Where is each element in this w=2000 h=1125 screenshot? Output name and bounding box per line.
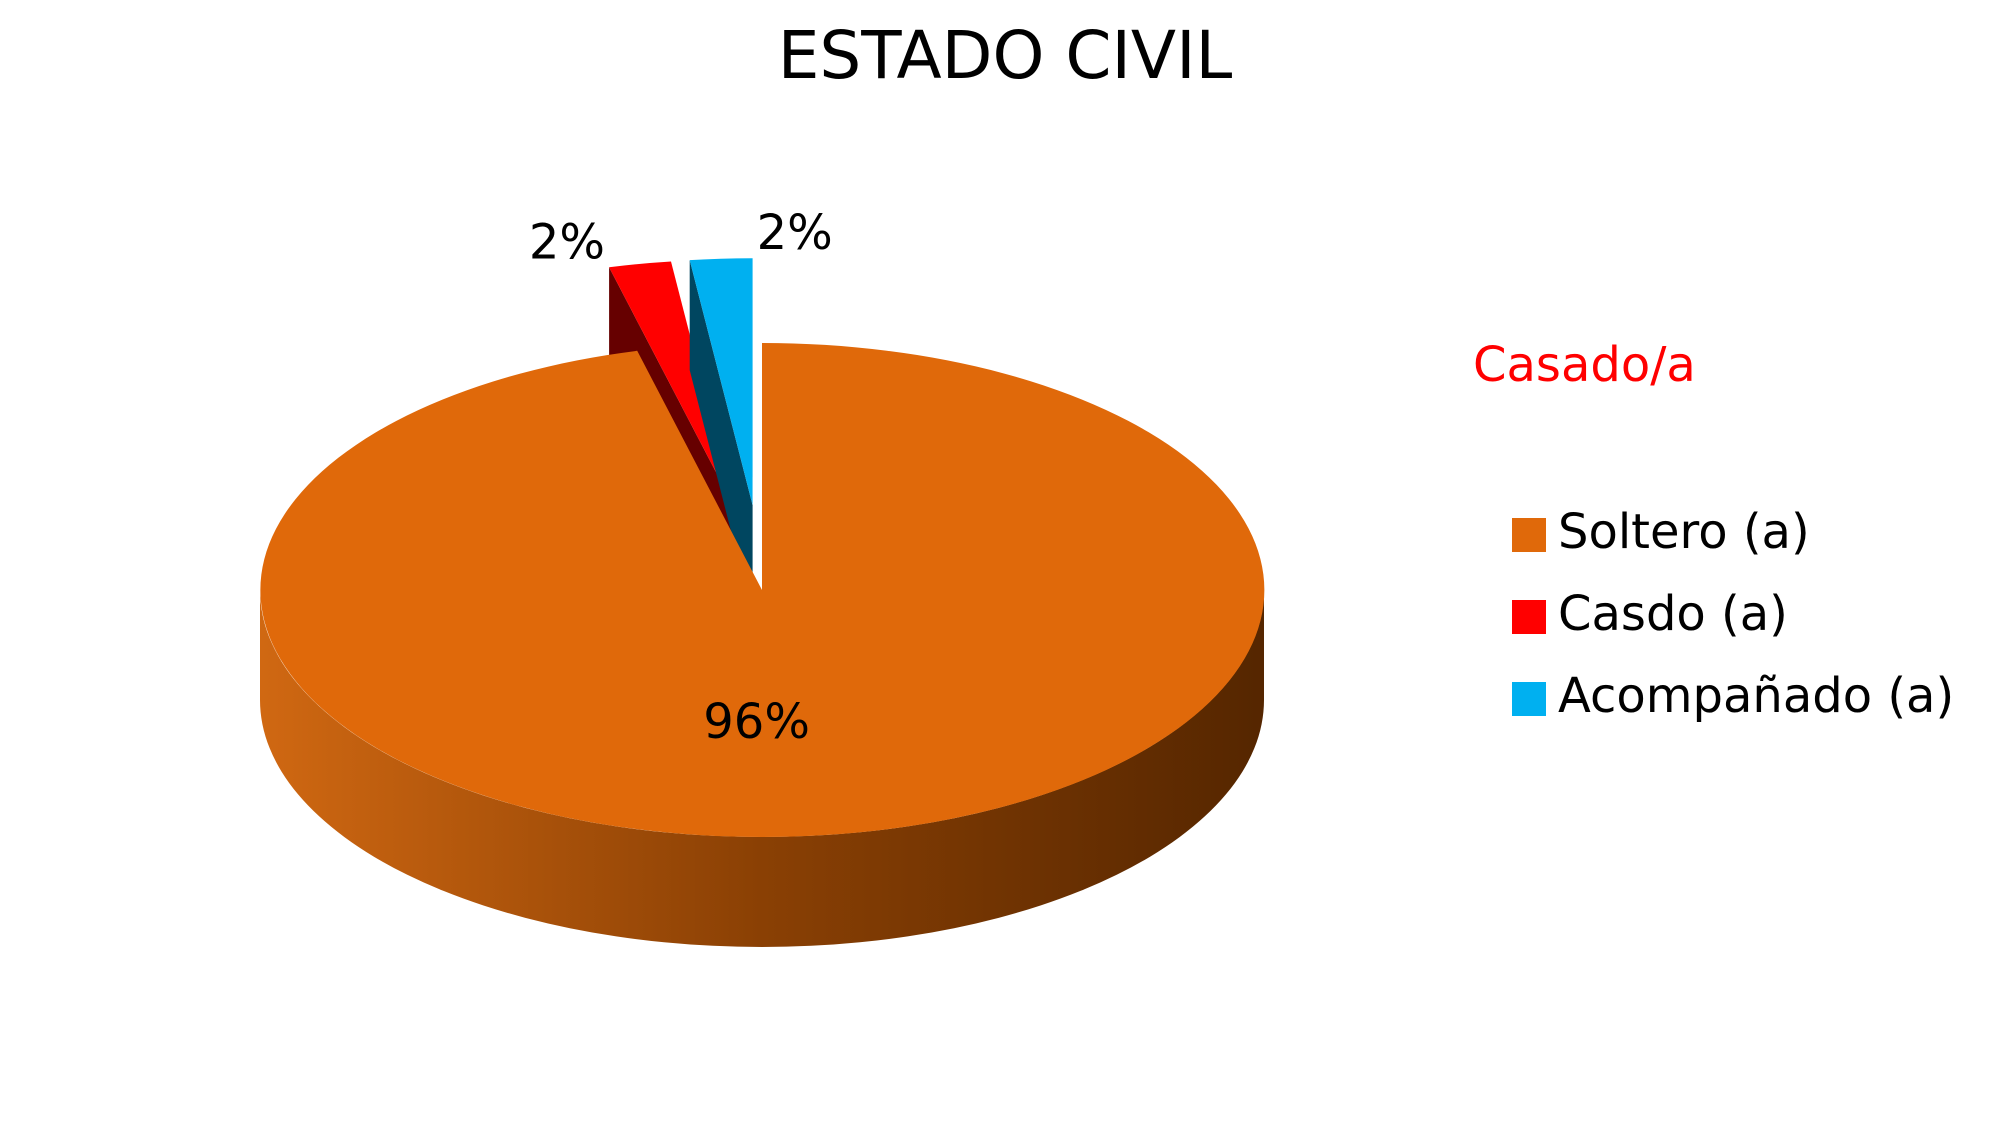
legend-swatch xyxy=(1512,518,1546,552)
legend-label: Casdo (a) xyxy=(1558,586,1788,642)
slice-edge xyxy=(689,260,753,616)
legend-label: Acompañado (a) xyxy=(1558,668,1954,724)
pie-slice xyxy=(609,261,734,507)
pie-slice xyxy=(689,258,753,506)
legend-label: Soltero (a) xyxy=(1558,504,1810,560)
pie-slice xyxy=(260,342,1265,837)
legend-swatch xyxy=(1512,682,1546,716)
chart-title: ESTADO CIVIL xyxy=(778,17,1233,94)
slice-side xyxy=(260,590,1264,947)
annotation: Casado/a xyxy=(1473,337,1696,393)
data-label: 2% xyxy=(757,205,833,261)
legend-swatch xyxy=(1512,600,1546,634)
data-label: 2% xyxy=(529,214,605,270)
data-label: 96% xyxy=(703,694,810,750)
